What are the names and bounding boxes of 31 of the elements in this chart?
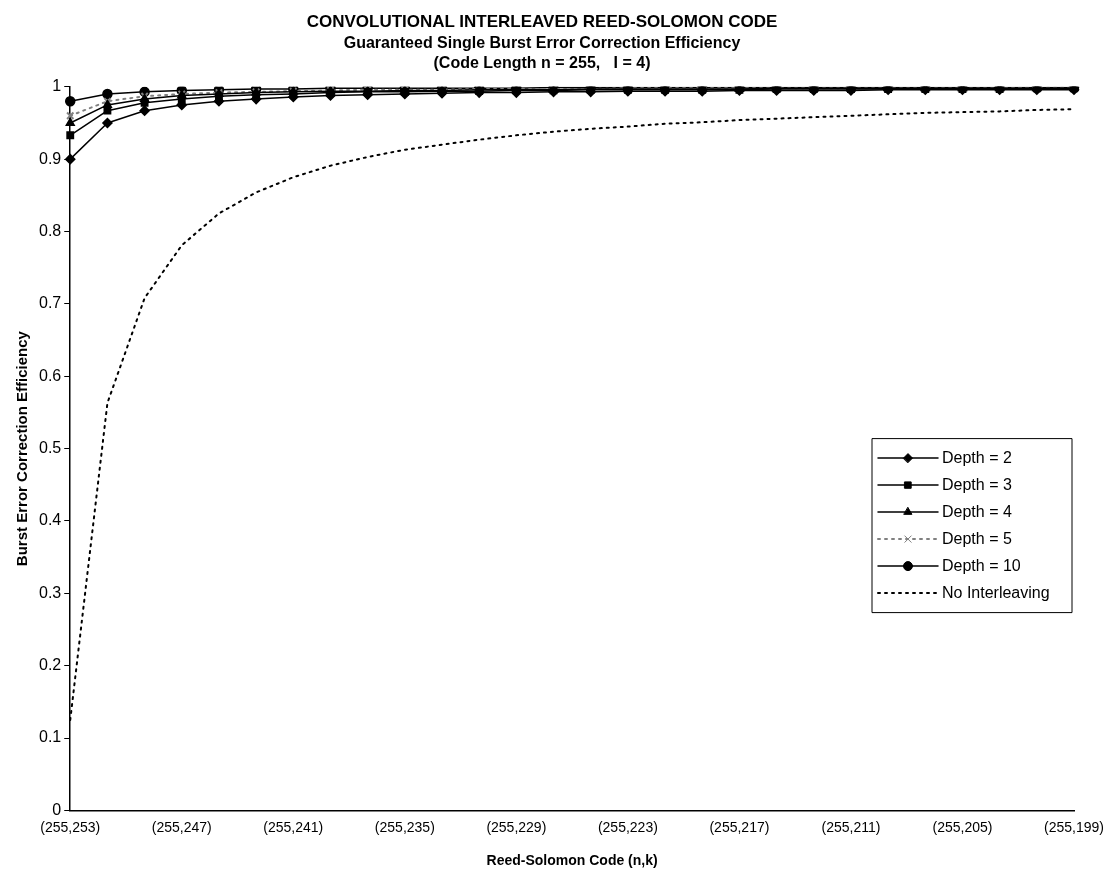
y-tick-label: 0.3 xyxy=(38,583,62,601)
legend-label: Depth = 4 xyxy=(942,502,1012,520)
y-tick-label: 0.2 xyxy=(38,656,62,674)
x-axis-title: Reed-Solomon Code (n,k) xyxy=(486,852,658,869)
y-tick-label: 0.5 xyxy=(38,439,62,457)
x-tick-label: (255,253) xyxy=(40,818,101,835)
y-tick-label: 0.4 xyxy=(38,511,62,529)
legend-label: Depth = 2 xyxy=(942,448,1012,466)
x-tick-label: (255,247) xyxy=(151,818,212,835)
x-tick-label: (255,223) xyxy=(597,818,658,835)
x-tick-label: (255,229) xyxy=(486,818,547,835)
chart-subtitle: Guaranteed Single Burst Error Correction Efficiency (Code Length n = 255, I = 4) xyxy=(343,34,741,71)
x-tick-label: (255,199) xyxy=(1044,818,1104,835)
y-tick-label: 0.8 xyxy=(38,221,62,239)
chart-title: CONVOLUTIONAL INTERLEAVED REED-SOLOMON CODE xyxy=(306,11,778,31)
y-tick-label: 0.1 xyxy=(38,728,62,746)
legend-label: No Interleaving xyxy=(942,583,1050,601)
legend-label: Depth = 5 xyxy=(942,529,1012,547)
y-tick-label: 1 xyxy=(52,77,62,95)
y-tick-label: 0.6 xyxy=(38,366,62,384)
x-tick-label: (255,205) xyxy=(932,818,993,835)
y-tick-label: 0.9 xyxy=(38,149,62,167)
y-tick-label: 0.7 xyxy=(38,294,62,312)
y-axis-title: Burst Error Correction Efficiency xyxy=(13,330,31,567)
legend-label: Depth = 3 xyxy=(942,475,1012,493)
legend-label: Depth = 10 xyxy=(942,556,1021,574)
y-tick-label: 0 xyxy=(52,800,62,818)
x-tick-label: (255,235) xyxy=(374,818,435,835)
x-tick-label: (255,241) xyxy=(263,818,324,835)
x-tick-label: (255,217) xyxy=(709,818,770,835)
x-tick-label: (255,211) xyxy=(821,818,881,835)
